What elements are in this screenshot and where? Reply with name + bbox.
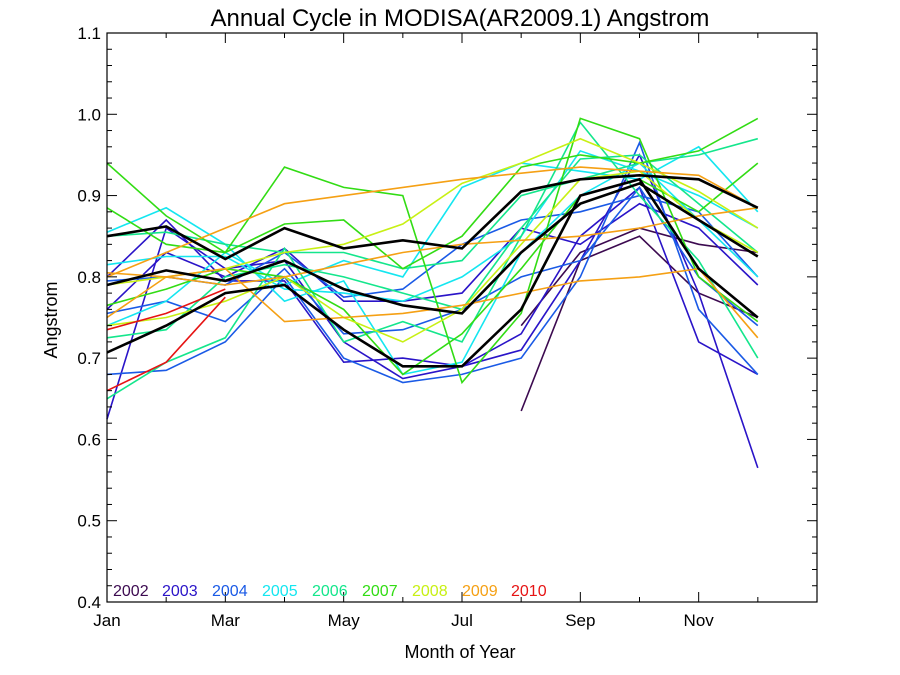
series-line-11 xyxy=(106,145,759,327)
y-tick-label: 1.1 xyxy=(77,24,101,43)
series-line-19 xyxy=(106,170,759,343)
y-tick-label: 0.6 xyxy=(77,430,101,449)
y-tick-label: 0.4 xyxy=(77,593,101,612)
legend-item-2010: 2010 xyxy=(511,583,547,600)
x-tick-label: May xyxy=(328,611,361,630)
legend-item-2002: 2002 xyxy=(113,583,149,600)
y-tick-label: 1.0 xyxy=(77,105,101,124)
series-line-24 xyxy=(106,288,226,331)
series-line-16 xyxy=(106,117,759,270)
series-line-22 xyxy=(106,207,758,319)
legend-item-2007: 2007 xyxy=(362,583,398,600)
x-tick-label: Mar xyxy=(211,611,241,630)
series-line-20 xyxy=(106,166,759,278)
legend-item-2005: 2005 xyxy=(262,583,298,600)
legend-item-2006: 2006 xyxy=(312,583,348,600)
series-line-26 xyxy=(106,181,759,315)
series-line-23 xyxy=(106,296,226,392)
chart-title: Annual Cycle in MODISA(AR2009.1) Angstro… xyxy=(211,5,710,32)
series-line-27 xyxy=(106,177,759,368)
series-line-7 xyxy=(106,186,759,335)
series-line-25 xyxy=(106,173,759,261)
x-tick-label: Jul xyxy=(451,611,473,630)
legend-item-2009: 2009 xyxy=(462,583,498,600)
series-line-3 xyxy=(106,153,759,469)
series-line-1 xyxy=(520,235,759,412)
legend-item-2004: 2004 xyxy=(212,583,248,600)
y-tick-label: 0.7 xyxy=(77,349,101,368)
series-layer xyxy=(106,117,759,469)
legend: 2002 2003 2004 2005 2006 2007 2008 2009 2010 xyxy=(113,583,547,600)
axis-ticks: Jan Mar May Jul Sep Nov 0.4 0.5 0.6 0.7 0.8 0.9 1.0 1… xyxy=(77,24,818,630)
series-line-17 xyxy=(106,162,759,376)
y-tick-label: 0.5 xyxy=(77,512,101,531)
x-tick-label: Nov xyxy=(684,611,715,630)
legend-item-2003: 2003 xyxy=(162,583,198,600)
series-line-12 xyxy=(106,120,759,400)
x-tick-label: Sep xyxy=(565,611,595,630)
legend-item-2008: 2008 xyxy=(412,583,448,600)
y-tick-label: 0.8 xyxy=(77,268,101,287)
y-axis-label: Angstrom xyxy=(41,281,61,358)
x-tick-label: Jan xyxy=(93,611,120,630)
series-line-15 xyxy=(106,117,759,385)
x-axis-label: Month of Year xyxy=(404,642,515,662)
series-line-6 xyxy=(106,140,759,384)
y-tick-label: 0.9 xyxy=(77,187,101,206)
